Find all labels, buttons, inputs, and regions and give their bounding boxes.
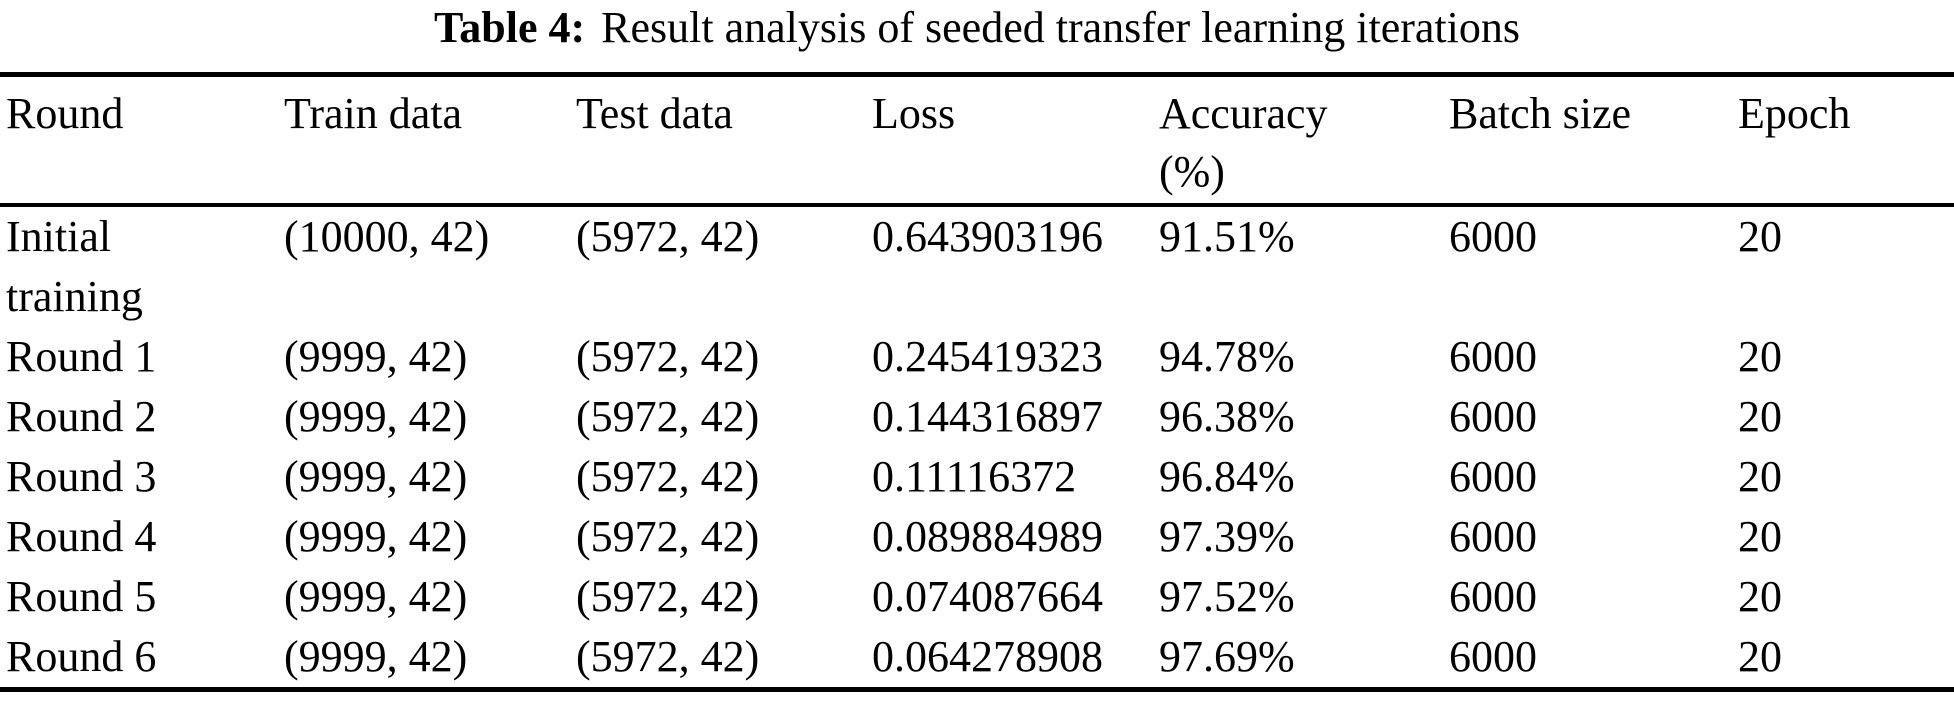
table-cell: 0.064278908 — [872, 632, 1103, 681]
table-cell: 96.38% — [1159, 392, 1295, 441]
table-row: Round 6 (9999, 42) (5972, 42) 0.064278908 97… — [0, 627, 1954, 690]
table-cell: 0.089884989 — [872, 512, 1103, 561]
table-cell: 94.78% — [1159, 332, 1295, 381]
table-cell: 6000 — [1449, 512, 1537, 561]
table-cell: 6000 — [1449, 452, 1537, 501]
table-cell: 20 — [1738, 212, 1782, 261]
table-caption-label: Table 4: — [433, 3, 586, 52]
table-cell: (5972, 42) — [576, 512, 760, 561]
table-cell: (9999, 42) — [284, 572, 468, 621]
table-cell: (9999, 42) — [284, 332, 468, 381]
table-row: Round 4 (9999, 42) (5972, 42) 0.089884989 97… — [0, 507, 1954, 567]
table-cell: (5972, 42) — [576, 392, 760, 441]
table-row: Round 2 (9999, 42) (5972, 42) 0.144316897 96… — [0, 387, 1954, 447]
header-row: Round Train data Test data Loss Accuracy (%)… — [0, 75, 1954, 205]
table-cell: (5972, 42) — [576, 212, 760, 261]
table-cell: (9999, 42) — [284, 632, 468, 681]
table-cell: (10000, 42) — [284, 212, 490, 261]
table-cell: Round 6 — [6, 632, 157, 681]
header-cell-0: Round — [6, 89, 124, 138]
table-cell: (5972, 42) — [576, 452, 760, 501]
table-cell: 0.245419323 — [872, 332, 1103, 381]
table-cell: 97.39% — [1159, 512, 1295, 561]
header-cell-3: Loss — [872, 89, 956, 138]
table-cell: (5972, 42) — [576, 632, 760, 681]
table-cell: 20 — [1738, 452, 1782, 501]
table-cell: 6000 — [1449, 572, 1537, 621]
table-cell: Round 3 — [6, 452, 157, 501]
table-cell: 6000 — [1449, 332, 1537, 381]
table-cell: (9999, 42) — [284, 512, 468, 561]
table-cell: 20 — [1738, 512, 1782, 561]
table-cell: Round 5 — [6, 572, 157, 621]
table-header: Round Train data Test data Loss Accuracy (%)… — [0, 75, 1954, 205]
table-cell: 20 — [1738, 332, 1782, 381]
table-row: Round 5 (9999, 42) (5972, 42) 0.074087664 97… — [0, 567, 1954, 627]
table-cell: 97.69% — [1159, 632, 1295, 681]
table-cell: Round 1 — [6, 332, 157, 381]
header-cell-5: Batch size — [1449, 89, 1632, 138]
table-cell: (5972, 42) — [576, 572, 760, 621]
table-cell: Round 4 — [6, 512, 157, 561]
table-cell: 6000 — [1449, 392, 1537, 441]
table-cell: (9999, 42) — [284, 452, 468, 501]
table-cell: 0.643903196 — [872, 212, 1103, 261]
table-cell: 20 — [1738, 392, 1782, 441]
table-cell: 97.52% — [1159, 572, 1295, 621]
table-cell: Initial training — [6, 212, 143, 321]
header-cell-2: Test data — [576, 89, 733, 138]
table-cell: 0.074087664 — [872, 572, 1103, 621]
results-table: Round Train data Test data Loss Accuracy (%)… — [0, 72, 1954, 692]
table-row: Round 1 (9999, 42) (5972, 42) 0.245419323 94… — [0, 327, 1954, 387]
header-cell-1: Train data — [284, 89, 463, 138]
table-caption: Table 4: Result analysis of seeded transf… — [0, 0, 1954, 72]
table-cell: 6000 — [1449, 212, 1537, 261]
table-cell: 20 — [1738, 572, 1782, 621]
table-cell: Round 2 — [6, 392, 157, 441]
table-cell: 20 — [1738, 632, 1782, 681]
table-cell: (5972, 42) — [576, 332, 760, 381]
table-cell: 91.51% — [1159, 212, 1295, 261]
table-body: Initial training (10000, 42) (5972, 42) 0.6… — [0, 205, 1954, 690]
header-cell-6: Epoch — [1738, 89, 1851, 138]
table-row: Initial training (10000, 42) (5972, 42) 0.6… — [0, 205, 1954, 327]
table-row: Round 3 (9999, 42) (5972, 42) 0.11116372 96.… — [0, 447, 1954, 507]
table-cell: 96.84% — [1159, 452, 1295, 501]
header-cell-4: Accuracy (%) — [1159, 89, 1328, 196]
table-caption-text: Result analysis of seeded transfer learn… — [601, 3, 1520, 52]
table-cell: 0.11116372 — [872, 452, 1077, 501]
table-cell: 6000 — [1449, 632, 1537, 681]
table-cell: (9999, 42) — [284, 392, 468, 441]
table-cell: 0.144316897 — [872, 392, 1103, 441]
